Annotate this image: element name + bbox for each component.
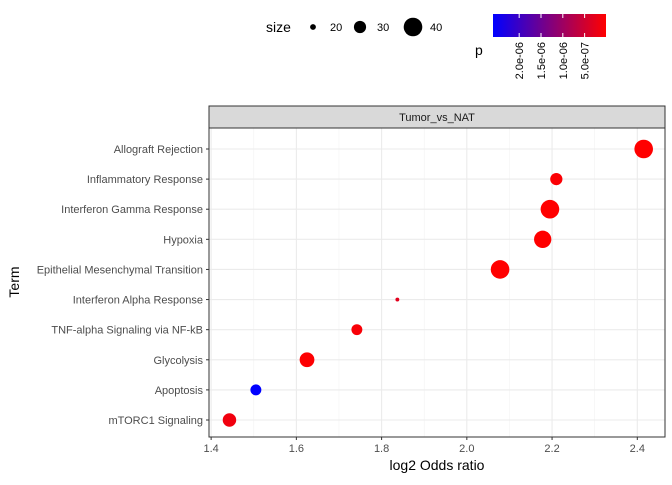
colorbar-tick-label: 2.0e-06 <box>514 42 526 79</box>
data-point <box>351 324 363 336</box>
size-legend-key <box>353 20 367 34</box>
facet-strip-label: Tumor_vs_NAT <box>399 112 475 124</box>
colorbar-tick-label: 1.0e-06 <box>558 42 570 79</box>
data-point <box>490 260 510 279</box>
x-tick-label: 1.4 <box>203 443 218 455</box>
data-point <box>550 173 563 186</box>
y-axis-title: Term <box>6 266 22 297</box>
data-point <box>395 297 400 302</box>
size-legend-key <box>403 17 423 37</box>
color-legend-title: p <box>475 42 483 58</box>
x-tick-label: 2.0 <box>459 443 474 455</box>
data-point <box>222 413 237 427</box>
colorbar-tick-label: 5.0e-07 <box>580 42 592 79</box>
y-tick-label: Glycolysis <box>153 355 203 367</box>
x-tick-label: 2.4 <box>630 443 645 455</box>
x-tick-label: 1.6 <box>289 443 304 455</box>
data-point <box>534 230 552 248</box>
y-tick-label: Hypoxia <box>163 234 204 246</box>
size-legend: size 20 30 40 <box>266 17 442 37</box>
y-tick-label: Apoptosis <box>155 385 204 397</box>
x-tick-label: 2.2 <box>544 443 559 455</box>
data-point <box>540 199 560 219</box>
y-tick-label: Inflammatory Response <box>87 174 203 186</box>
y-tick-label: Interferon Gamma Response <box>61 204 203 216</box>
data-point <box>634 139 653 159</box>
y-tick-label: TNF-alpha Signaling via NF-kB <box>51 325 203 337</box>
size-legend-key <box>310 24 316 30</box>
data-point <box>299 352 315 368</box>
x-tick-label: 1.8 <box>374 443 389 455</box>
size-legend-label: 20 <box>330 22 342 34</box>
size-legend-label: 40 <box>430 22 442 34</box>
colorbar <box>493 14 606 37</box>
plot-panel-border <box>208 127 666 438</box>
colorbar-tick-label: 1.5e-06 <box>536 42 548 79</box>
y-tick-label: Epithelial Mesenchymal Transition <box>37 264 203 276</box>
size-legend-title: size <box>266 19 291 35</box>
y-tick-label: mTORC1 Signaling <box>108 415 203 427</box>
size-legend-label: 30 <box>377 22 389 34</box>
data-point <box>250 384 262 396</box>
plot-panel <box>209 128 665 437</box>
color-legend: p 5.0e-07 1.0e-06 1.5e-06 2.0e-06 <box>475 14 606 79</box>
x-axis-title: log2 Odds ratio <box>390 457 485 473</box>
y-tick-label: Interferon Alpha Response <box>73 295 203 307</box>
y-tick-label: Allograft Rejection <box>114 144 203 156</box>
